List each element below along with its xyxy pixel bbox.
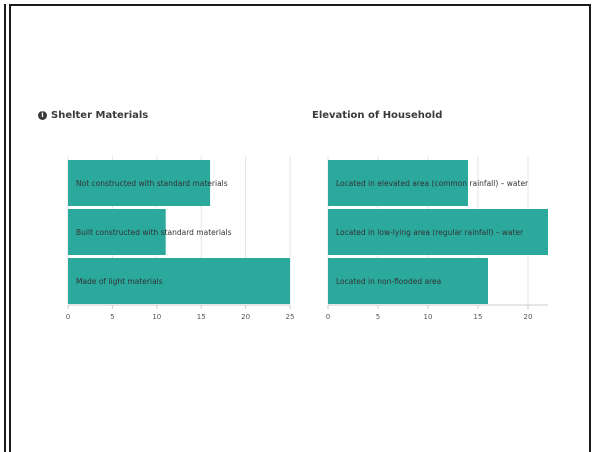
bar-label-0: Not constructed with standard materials (76, 179, 228, 188)
bar-label-0: Located in elevated area (common rainfal… (336, 179, 529, 188)
x-tick-label-2: 10 (424, 313, 433, 321)
frame-border-right (589, 4, 591, 452)
x-tick-label-4: 20 (241, 313, 250, 321)
bar-label-2: Located in non-flooded area (336, 277, 441, 286)
x-tick-label-1: 5 (110, 313, 114, 321)
bar-label-2: Made of light materials (76, 277, 163, 286)
chart-title-text: Shelter Materials (51, 110, 149, 121)
chart-title-text: Elevation of Household (312, 110, 443, 121)
x-tick-label-1: 5 (376, 313, 380, 321)
shelter-materials-panel: i Shelter Materials Not constructed with… (38, 110, 308, 340)
x-tick-label-0: 0 (66, 313, 70, 321)
frame-border-top (9, 4, 591, 6)
bar-1 (328, 209, 548, 255)
elevation-household-title: Elevation of Household (312, 110, 442, 121)
bar-1 (68, 209, 166, 255)
x-tick-label-5: 25 (286, 313, 295, 321)
frame-border-left-inner (9, 4, 11, 452)
bar-2 (328, 258, 488, 304)
shelter-materials-chart: Not constructed with standard materials B… (66, 156, 295, 321)
elevation-household-panel: Elevation of Household Located in elevat… (312, 110, 582, 340)
bar-label-1: Built constructed with standard material… (76, 228, 232, 237)
bar-label-1: Located in low-lying area (regular rainf… (336, 228, 524, 237)
x-tick-label-2: 10 (152, 313, 161, 321)
x-tick-label-4: 20 (524, 313, 533, 321)
frame-border-left-outer (4, 4, 6, 452)
x-tick-label-3: 15 (197, 313, 206, 321)
x-tick-label-0: 0 (326, 313, 330, 321)
bar-0 (68, 160, 211, 206)
info-icon[interactable]: i (38, 111, 47, 120)
bar-2 (68, 258, 290, 304)
x-tick-label-3: 15 (474, 313, 483, 321)
shelter-materials-title: i Shelter Materials (38, 110, 148, 121)
bar-0 (328, 160, 468, 206)
elevation-household-chart: Located in elevated area (common rainfal… (326, 156, 548, 321)
